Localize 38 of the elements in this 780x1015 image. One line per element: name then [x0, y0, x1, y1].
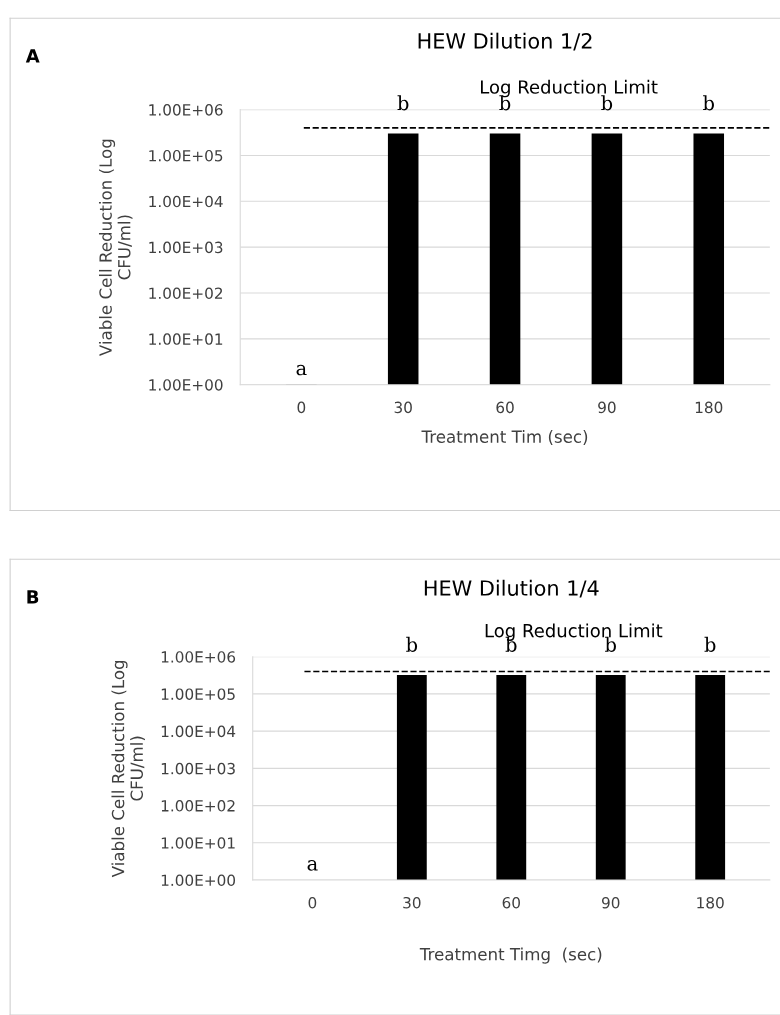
text: B [27, 590, 39, 604]
y-tick-label: 1.00E+02 [149, 287, 223, 300]
y-tick-label: 1.00E+01 [161, 837, 235, 849]
y-tick-label: 1.00E+02 [161, 800, 235, 812]
y-tick-label: 1.00E+00 [149, 379, 223, 391]
text: A [25, 49, 40, 63]
x-tick-label: 0 [308, 896, 317, 909]
y-axis-title: Viable Cell Reduction (Log CFU/ml) [111, 660, 145, 878]
x-tick-label: 180 [697, 896, 724, 909]
y-tick-label: 1.00E+04 [161, 725, 236, 738]
x-tick-label: 90 [598, 401, 616, 414]
y-tick-label: 1.00E+03 [161, 762, 235, 775]
y-tick-label: 1.00E+01 [149, 333, 223, 345]
y-axis-title: Viable Cell Reduction (Log CFU/ml) [98, 139, 133, 357]
text: b [406, 636, 418, 652]
y-tick-label: 1.00E+04 [149, 195, 223, 208]
x-axis-title: Treatment Tim (sec) [421, 430, 588, 445]
y-tick-label: 1.00E+03 [149, 241, 223, 254]
y-tick-label: 1.00E+00 [161, 874, 236, 887]
chart-title: HEW Dilution 1/2 [418, 32, 592, 51]
x-axis-title: Treatment Timg (sec) [419, 947, 602, 964]
x-tick-label: 30 [394, 401, 412, 414]
y-tick-label: 1.00E+06 [149, 104, 223, 116]
annotation: b [703, 95, 714, 111]
x-tick-label: 90 [601, 896, 620, 909]
text: b [704, 636, 716, 652]
x-tick-label: 60 [502, 896, 520, 909]
x-tick-label: 30 [403, 896, 421, 909]
annotation: a [296, 364, 307, 376]
x-tick-label: 60 [496, 401, 514, 414]
annotation: a [307, 860, 318, 871]
x-tick-label: 180 [695, 401, 723, 414]
y-tick-label: 1.00E+05 [161, 688, 235, 700]
y-tick-label: 1.00E+05 [149, 149, 223, 162]
annotation: b [397, 95, 409, 111]
x-tick-label: 0 [297, 401, 306, 414]
chart-title: HEW Dilution 1/4 [424, 579, 599, 598]
y-tick-label: 1.00E+06 [161, 651, 236, 663]
